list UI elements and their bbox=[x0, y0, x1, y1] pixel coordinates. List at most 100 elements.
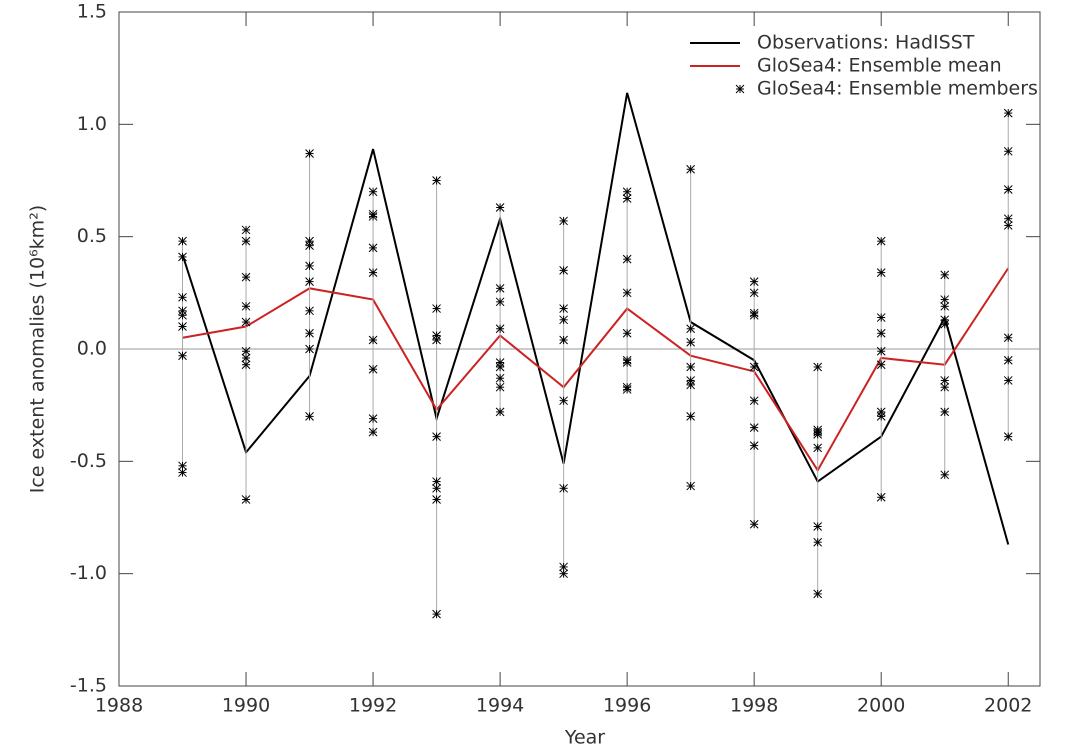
member-marker bbox=[622, 187, 632, 197]
marker-stroke bbox=[241, 353, 251, 363]
member-marker bbox=[1003, 221, 1013, 230]
member-marker bbox=[940, 470, 950, 480]
marker-stroke bbox=[559, 396, 568, 406]
marker-stroke bbox=[1003, 333, 1013, 343]
member-marker bbox=[368, 364, 378, 374]
member-marker bbox=[368, 335, 378, 345]
member-marker bbox=[876, 360, 886, 370]
marker-stroke bbox=[813, 443, 823, 453]
marker-stroke bbox=[368, 212, 378, 221]
marker-stroke bbox=[1003, 376, 1013, 385]
member-marker bbox=[495, 324, 505, 334]
marker-stroke bbox=[559, 569, 568, 579]
member-marker bbox=[178, 306, 187, 316]
member-marker bbox=[368, 268, 378, 277]
marker-stroke bbox=[940, 319, 950, 329]
member-marker bbox=[1003, 185, 1013, 194]
marker-stroke bbox=[178, 236, 187, 246]
member-marker bbox=[559, 562, 568, 572]
member-marker bbox=[178, 461, 187, 471]
marker-stroke bbox=[432, 477, 441, 486]
x-axis-label: Year bbox=[564, 727, 605, 749]
marker-stroke bbox=[1003, 146, 1013, 156]
x-tick-label: 1988 bbox=[95, 695, 143, 717]
member-marker bbox=[1003, 333, 1013, 343]
marker-stroke bbox=[178, 322, 187, 331]
marker-stroke bbox=[305, 344, 314, 354]
x-tick-label: 2000 bbox=[857, 695, 905, 717]
member-marker bbox=[813, 443, 823, 453]
marker-stroke bbox=[305, 277, 314, 286]
member-marker bbox=[432, 483, 441, 493]
member-marker bbox=[241, 346, 251, 356]
marker-stroke bbox=[940, 270, 950, 280]
marker-stroke bbox=[749, 277, 759, 286]
marker-stroke bbox=[432, 495, 441, 504]
member-marker bbox=[432, 176, 441, 185]
member-marker bbox=[178, 351, 187, 361]
marker-stroke bbox=[432, 176, 441, 185]
marker-stroke bbox=[241, 317, 251, 327]
marker-stroke bbox=[241, 346, 251, 356]
marker-stroke bbox=[686, 380, 696, 390]
member-marker bbox=[432, 477, 441, 486]
member-marker bbox=[495, 203, 505, 212]
member-marker bbox=[305, 328, 314, 338]
marker-stroke bbox=[495, 358, 505, 367]
member-marker bbox=[813, 537, 823, 547]
member-marker bbox=[749, 423, 759, 432]
member-marker bbox=[495, 373, 505, 383]
member-marker bbox=[940, 295, 950, 304]
marker-stroke bbox=[940, 301, 950, 311]
y-tick-label: 0.0 bbox=[77, 338, 107, 360]
y-tick-label: -1.5 bbox=[70, 675, 107, 697]
marker-stroke bbox=[940, 295, 950, 304]
marker-stroke bbox=[686, 337, 696, 347]
member-marker bbox=[559, 315, 568, 325]
member-marker bbox=[178, 468, 187, 477]
marker-stroke bbox=[686, 481, 696, 491]
member-marker bbox=[622, 194, 632, 203]
member-marker bbox=[1003, 146, 1013, 156]
member-marker bbox=[432, 609, 441, 619]
marker-stroke bbox=[495, 407, 505, 417]
series-line bbox=[181, 92, 1010, 545]
member-marker bbox=[495, 297, 505, 307]
marker-stroke bbox=[559, 216, 568, 226]
marker-stroke bbox=[368, 335, 378, 345]
marker-stroke bbox=[432, 331, 441, 340]
member-marker bbox=[876, 412, 886, 421]
marker-stroke bbox=[241, 272, 251, 282]
member-marker bbox=[178, 252, 187, 262]
marker-stroke bbox=[432, 483, 441, 493]
marker-stroke bbox=[749, 310, 759, 320]
marker-stroke bbox=[559, 335, 568, 345]
member-marker bbox=[241, 225, 251, 235]
member-marker bbox=[305, 149, 314, 158]
member-marker bbox=[622, 288, 632, 298]
member-marker bbox=[495, 283, 505, 293]
marker-stroke bbox=[876, 328, 886, 338]
member-marker bbox=[305, 412, 314, 421]
legend-label: GloSea4: Ensemble mean bbox=[757, 55, 1002, 77]
x-tick-label: 1998 bbox=[730, 695, 778, 717]
member-marker bbox=[241, 495, 251, 504]
member-marker bbox=[686, 380, 696, 390]
member-marker bbox=[1003, 108, 1013, 118]
member-marker bbox=[876, 346, 886, 356]
member-marker bbox=[495, 358, 505, 367]
marker-stroke bbox=[940, 376, 950, 385]
marker-stroke bbox=[432, 335, 441, 345]
marker-stroke bbox=[749, 362, 759, 372]
member-marker bbox=[305, 306, 314, 316]
marker-stroke bbox=[241, 495, 251, 504]
member-marker bbox=[622, 328, 632, 338]
member-marker bbox=[876, 407, 886, 417]
member-marker bbox=[432, 335, 441, 345]
marker-stroke bbox=[368, 268, 378, 277]
marker-stroke bbox=[241, 360, 251, 370]
member-marker bbox=[876, 328, 886, 338]
member-marker bbox=[368, 187, 378, 197]
legend-marker bbox=[735, 84, 745, 94]
marker-stroke bbox=[813, 589, 823, 599]
